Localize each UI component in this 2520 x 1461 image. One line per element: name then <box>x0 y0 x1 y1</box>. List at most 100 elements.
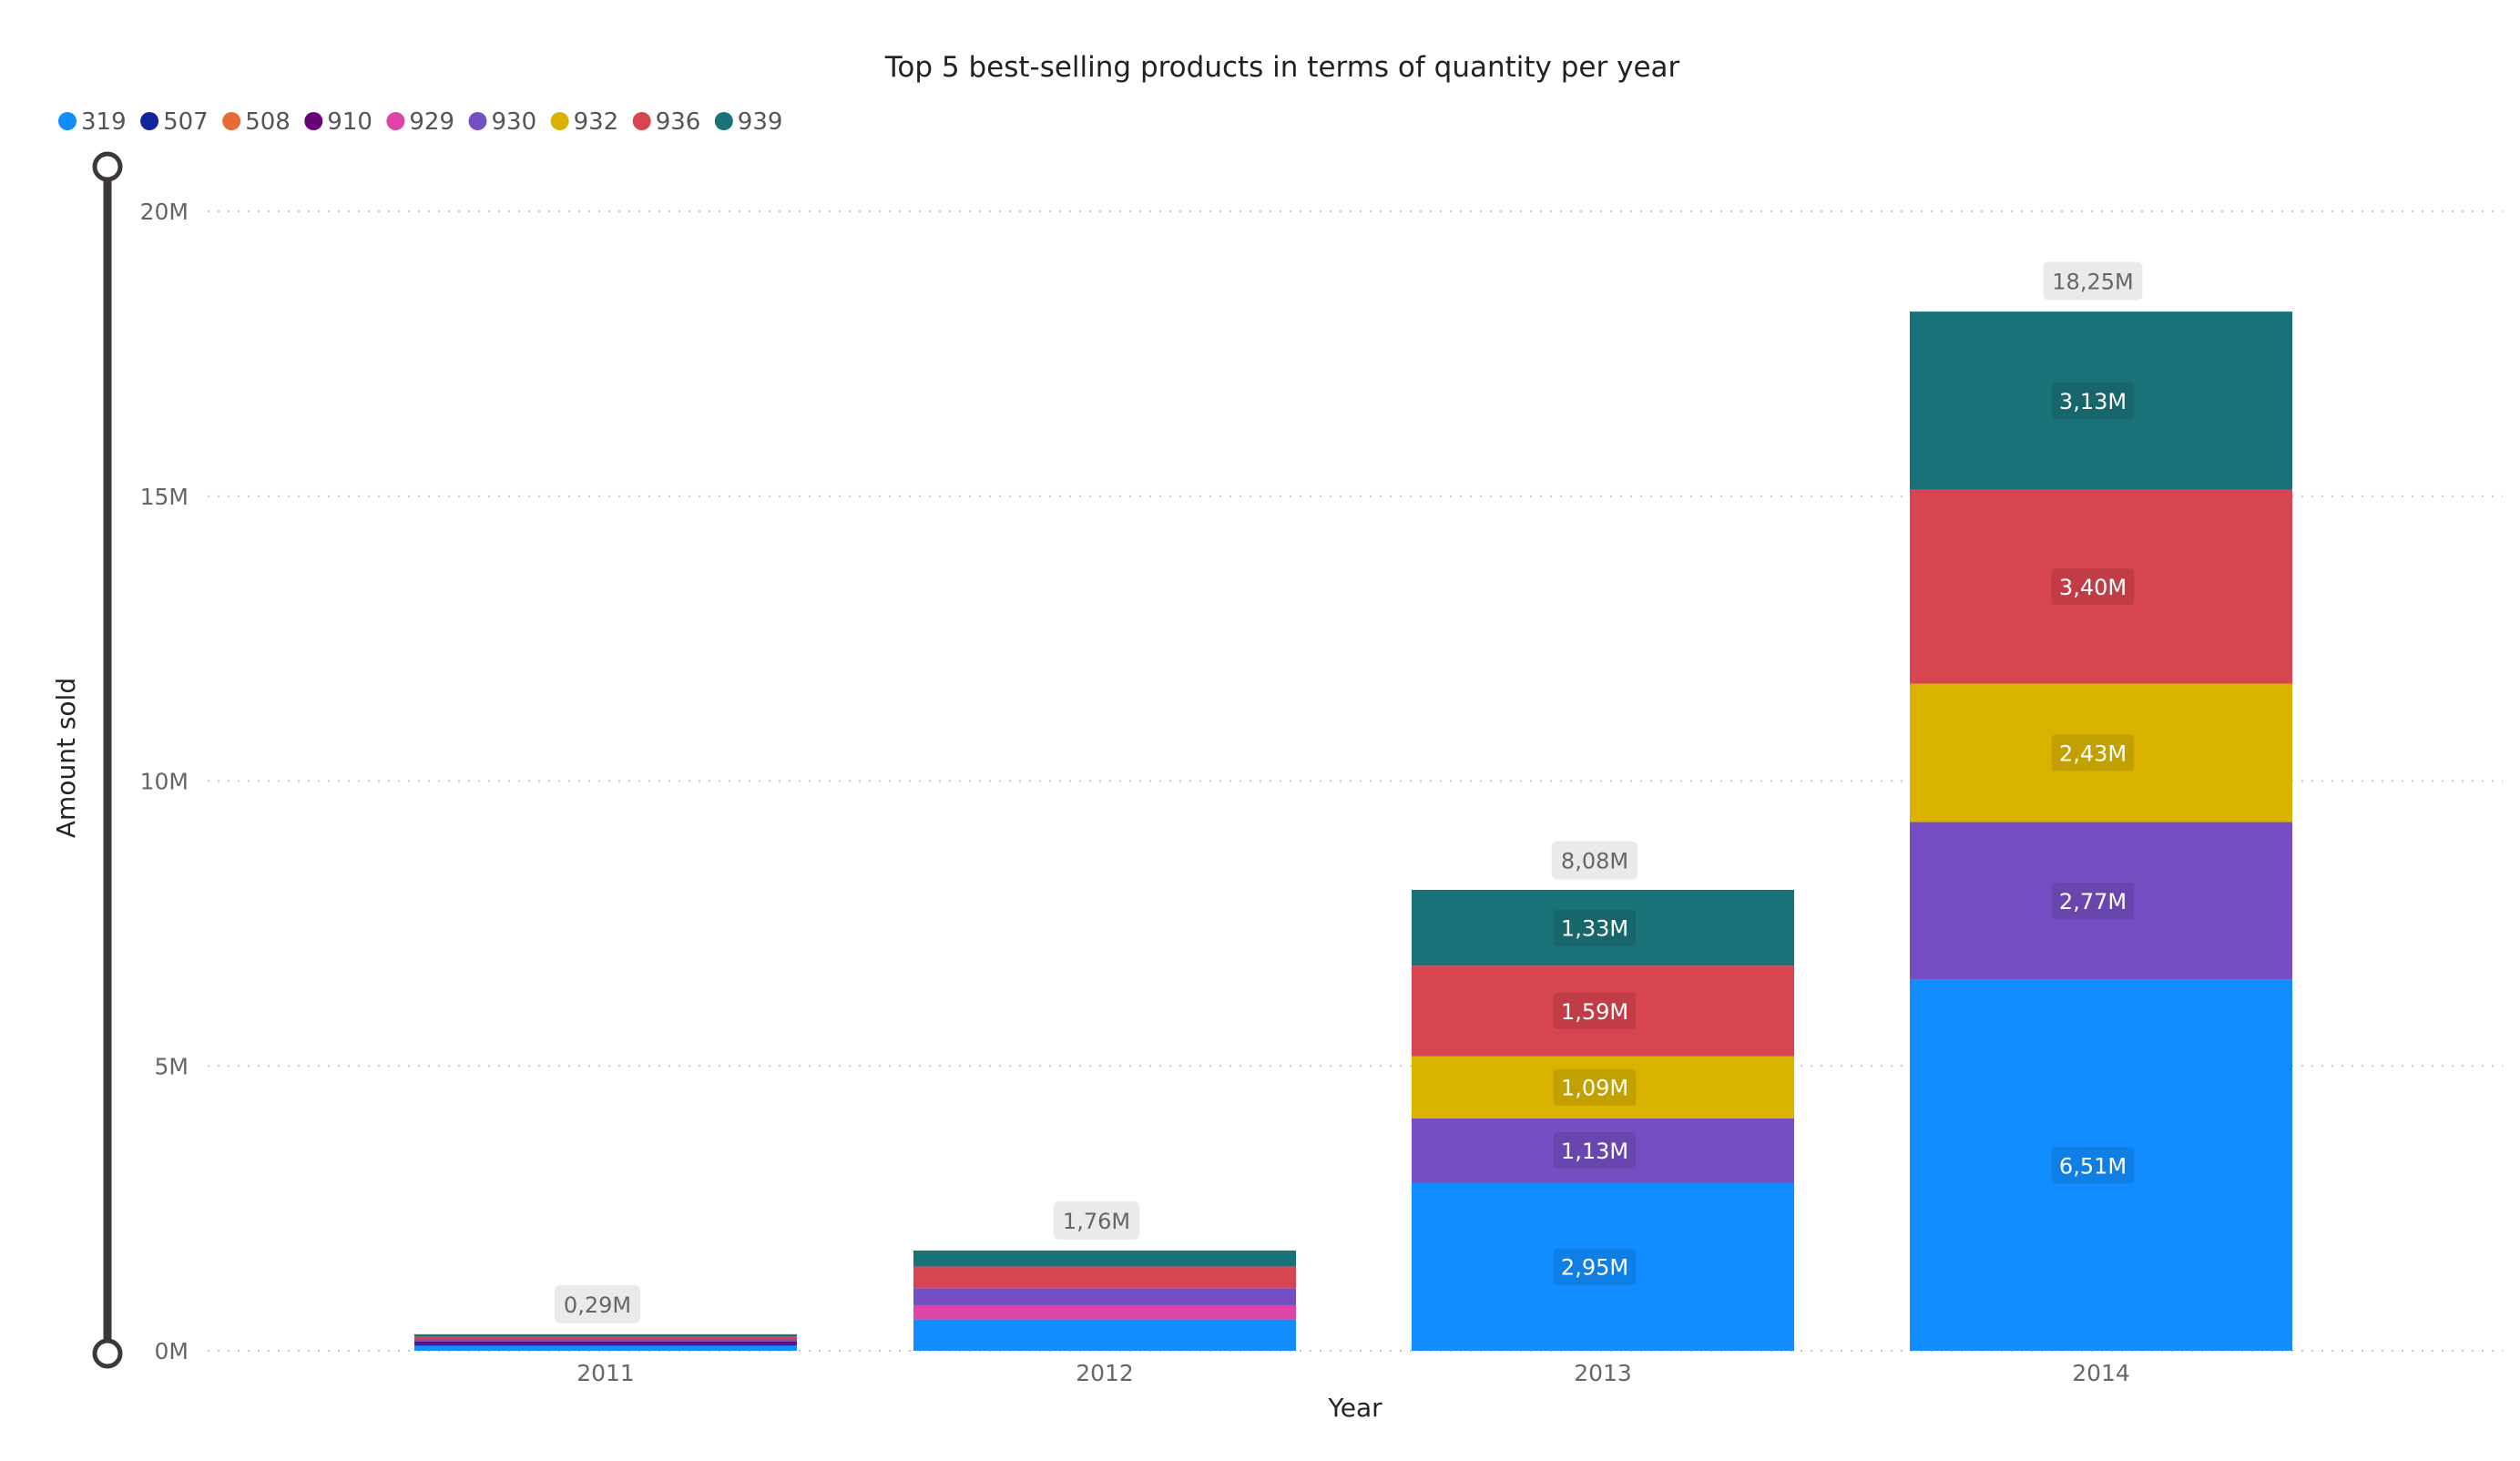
bar-segment-939-2014[interactable] <box>1910 312 2292 490</box>
legend-marker <box>304 112 323 130</box>
bar-segment-319-2012[interactable] <box>913 1319 1296 1351</box>
data-label-background <box>2051 883 2135 920</box>
legend-item-910[interactable]: 910 <box>304 108 372 136</box>
legend-marker <box>58 112 77 130</box>
x-tick-label: 2012 <box>1076 1360 1134 1386</box>
bar-segment-319-2014[interactable] <box>1910 979 2292 1351</box>
bar-segment-319-2011[interactable] <box>414 1345 797 1351</box>
bar-stack-2013[interactable]: 2,95M 1,13M 1,09M 1,59M 1,33M 8,08M <box>1412 841 1794 1351</box>
legend-marker <box>140 112 159 130</box>
legend-label: 319 <box>81 108 127 136</box>
y-tick-label: 20M <box>140 199 189 225</box>
bar-stack-2014[interactable]: 6,51M 2,77M 2,43M 3,40M 3,13M 18,25M <box>1910 261 2292 1351</box>
bar-stack-2011[interactable]: 0,29M <box>414 1284 797 1351</box>
legend-item-319[interactable]: 319 <box>58 108 127 136</box>
bar-segment-939-2013[interactable] <box>1412 889 1794 966</box>
data-label-background <box>1553 992 1637 1029</box>
bars: 0,29M 1,76M 2,95M 1,13M 1,09M 1,59M 1,33M 8,08M… <box>414 261 2292 1351</box>
legend-item-508[interactable]: 508 <box>222 108 291 136</box>
x-tick-label: 2014 <box>2072 1360 2130 1386</box>
legend-label: 929 <box>409 108 454 136</box>
y-tick-label: 10M <box>140 769 189 795</box>
bar-stack-2012[interactable]: 1,76M <box>913 1200 1296 1351</box>
legend-item-936[interactable]: 936 <box>632 108 701 136</box>
data-label: 1,33M <box>1561 916 1628 942</box>
legend-item-930[interactable]: 930 <box>468 108 537 136</box>
bar-segment-936-2014[interactable] <box>1910 489 2292 684</box>
total-label-background <box>1053 1200 1140 1240</box>
legend-marker <box>714 112 733 130</box>
bar-segment-936-2011[interactable] <box>414 1336 797 1340</box>
bar-segment-929-2012[interactable] <box>913 1304 1296 1320</box>
y-tick-label: 0M <box>155 1338 189 1364</box>
total-label: 1,76M <box>1063 1209 1130 1234</box>
total-label-background <box>554 1284 641 1323</box>
legend-label: 936 <box>656 108 701 136</box>
total-label: 8,08M <box>1561 849 1628 874</box>
x-axis-ticks: 2011 2012 2013 2014 <box>576 1360 2130 1386</box>
bar-segment-507-2011[interactable] <box>414 1344 797 1346</box>
data-label-background <box>1553 909 1637 946</box>
data-label-background <box>1553 1132 1637 1170</box>
bar-segment-932-2014[interactable] <box>1910 683 2292 822</box>
y-axis-ticks: 0M 5M 10M 15M 20M <box>140 199 189 1364</box>
data-label: 2,43M <box>2059 741 2127 767</box>
data-label-background <box>2051 734 2135 771</box>
x-tick-label: 2011 <box>576 1360 635 1386</box>
data-label: 1,59M <box>1561 999 1628 1025</box>
data-label: 1,13M <box>1561 1139 1628 1164</box>
legend-marker <box>386 112 405 130</box>
total-label: 0,29M <box>564 1292 631 1318</box>
y-tick-label: 15M <box>140 484 189 510</box>
bar-segment-930-2013[interactable] <box>1412 1118 1794 1183</box>
total-label: 18,25M <box>2052 269 2133 294</box>
legend-marker <box>222 112 241 130</box>
data-label-background <box>2051 568 2135 606</box>
data-label: 6,51M <box>2059 1153 2127 1179</box>
legend-marker <box>632 112 651 130</box>
data-label-background <box>2051 1147 2135 1184</box>
y-axis-zoom-slider[interactable] <box>92 151 123 1369</box>
legend-label: 930 <box>492 108 537 136</box>
y-tick-label: 5M <box>155 1053 189 1079</box>
bar-segment-939-2011[interactable] <box>414 1333 797 1337</box>
legend-item-932[interactable]: 932 <box>550 108 619 136</box>
legend-label: 910 <box>327 108 372 136</box>
legend-label: 932 <box>574 108 619 136</box>
legend-label: 507 <box>163 108 209 136</box>
bar-segment-910-2011[interactable] <box>414 1341 797 1344</box>
data-label-background <box>1553 1248 1637 1285</box>
zoom-slider-top-handle[interactable] <box>92 151 123 182</box>
legend-label: 939 <box>738 108 783 136</box>
legend: 319 507 508 910 929 930 932 936 939 <box>58 108 782 136</box>
legend-marker <box>550 112 569 130</box>
legend-label: 508 <box>245 108 291 136</box>
total-label-background <box>1551 841 1638 880</box>
data-label: 1,09M <box>1561 1076 1628 1101</box>
x-axis-title: Year <box>1327 1393 1382 1423</box>
bar-segment-932-2013[interactable] <box>1412 1056 1794 1119</box>
data-label: 2,95M <box>1561 1255 1628 1281</box>
legend-item-939[interactable]: 939 <box>714 108 783 136</box>
legend-marker <box>468 112 487 130</box>
legend-item-929[interactable]: 929 <box>386 108 454 136</box>
bar-segment-930-2012[interactable] <box>913 1288 1296 1305</box>
zoom-slider-bottom-handle[interactable] <box>92 1338 123 1369</box>
bar-segment-939-2012[interactable] <box>913 1250 1296 1267</box>
legend-item-507[interactable]: 507 <box>140 108 209 136</box>
data-label: 2,77M <box>2059 889 2127 914</box>
bar-segment-936-2013[interactable] <box>1412 965 1794 1057</box>
bar-segment-319-2013[interactable] <box>1412 1182 1794 1351</box>
data-label: 3,13M <box>2059 389 2127 414</box>
data-label-background <box>2051 382 2135 419</box>
total-label-background <box>2043 261 2143 301</box>
bar-segment-936-2012[interactable] <box>913 1266 1296 1289</box>
bar-segment-930-2014[interactable] <box>1910 822 2292 980</box>
y-axis-title: Amount sold <box>51 678 81 838</box>
data-label: 3,40M <box>2059 575 2127 600</box>
bar-segment-930-2011[interactable] <box>414 1339 797 1342</box>
chart-title: Top 5 best-selling products in terms of … <box>884 51 1680 84</box>
data-label-background <box>1553 1068 1637 1106</box>
